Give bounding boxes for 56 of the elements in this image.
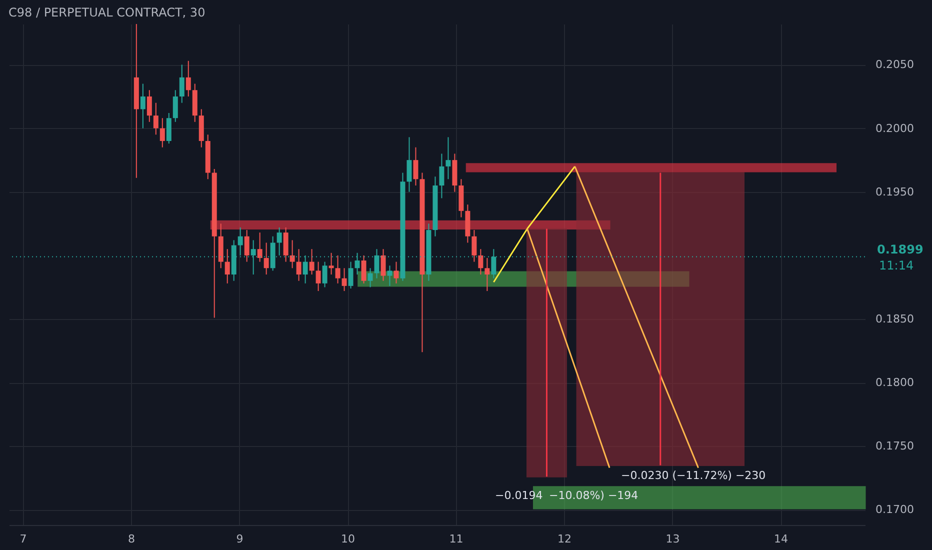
candlestick [472,229,477,262]
x-tick-label: 7 [20,532,27,546]
x-tick-label: 9 [236,532,244,546]
candlestick [172,90,178,122]
y-tick-label: 0.2050 [876,58,914,72]
candlestick [342,268,347,292]
candlestick [387,265,392,286]
y-tick-label: 0.1750 [876,440,914,453]
candlestick [316,261,321,292]
candlestick [406,136,412,192]
candlestick [380,248,386,282]
y-tick-label: 0.1700 [876,503,914,516]
candlestick [446,136,451,180]
candlestick [186,60,191,97]
x-tick-label: 12 [558,532,572,546]
x-tick-label: 8 [128,532,136,546]
candlestick [309,248,314,275]
candlestick [439,153,444,199]
candlestick [484,257,490,292]
candlestick [179,64,184,104]
candlestick [478,248,484,275]
annotation: −10.08%) −194 [549,489,638,502]
candlestick [290,240,295,269]
y-tick-label: 0.1950 [876,185,914,198]
candlestick [394,261,399,284]
candlestick [153,102,158,136]
candlestick [276,226,282,256]
candlestick [348,261,354,289]
x-tick-label: 13 [666,532,680,546]
text: 11:14 [879,258,914,273]
ref-line-label: 0.1899 [877,242,924,257]
candlestick [146,90,152,122]
candlestick [283,226,288,262]
y-tick-label: 0.1800 [876,376,914,390]
candlestick [140,83,146,129]
x-tick-label: 14 [774,532,788,546]
candlestick [264,242,269,275]
x-tick-label: 11 [449,532,464,546]
candlestick [244,229,250,262]
y-tick-label: 0.1850 [876,312,914,326]
candlestick [335,254,340,284]
candlestick [328,252,334,275]
chart-title: C98 / PERPETUAL CONTRACT, 30 [8,6,206,20]
candlestick [361,254,366,284]
candlestick [322,261,328,288]
candlestick [368,268,373,288]
candlestick [166,112,172,144]
candlestick [160,118,165,148]
candlestick [224,248,230,284]
candlestick [413,146,418,186]
candlestick [257,232,262,262]
x-tick-label: 10 [341,532,356,546]
annotation: −0.0194 [495,489,543,502]
y-tick-label: 0.2000 [876,122,914,135]
annotation: −0.0230 (−11.72%) −230 [621,469,766,482]
candlestick [296,248,302,282]
